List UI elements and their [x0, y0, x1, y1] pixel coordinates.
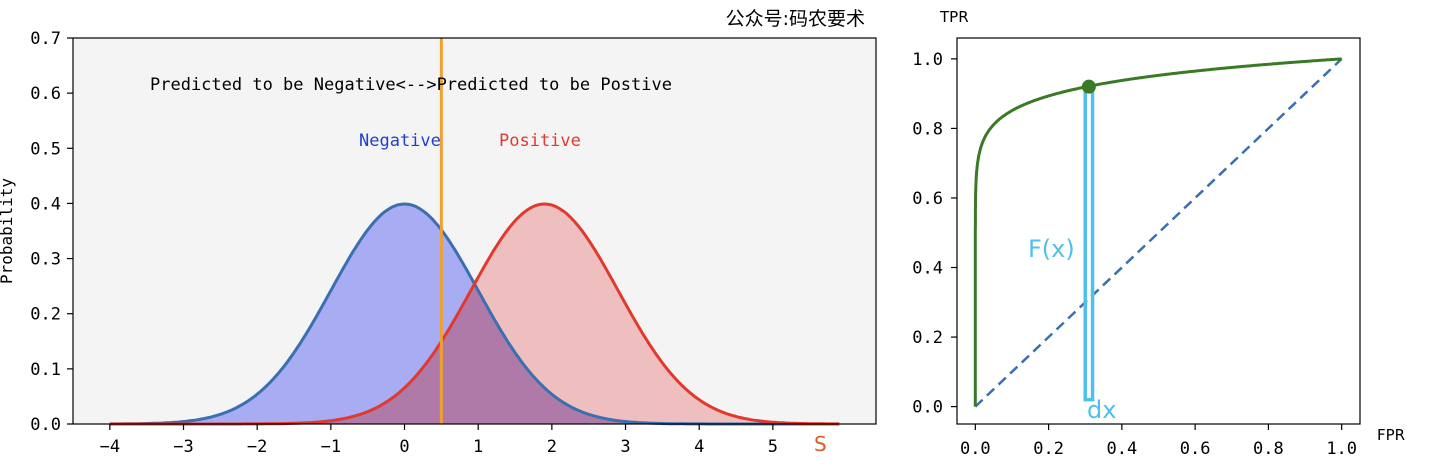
right-y-tick-label: 0.0 — [912, 398, 943, 418]
watermark-text: 公众号:码农要术 — [726, 8, 865, 30]
left-y-tick-label: 0.1 — [30, 360, 61, 380]
legend-negative-label: Negative — [359, 131, 441, 151]
curve-label: F(x) — [1028, 235, 1075, 263]
left-x-tick-label: −1 — [321, 437, 341, 457]
left-plot-frame — [72, 37, 877, 425]
left-x-tick-label: 4 — [694, 437, 704, 457]
left-x-tick-label: −3 — [173, 437, 193, 457]
left-x-tick-label: 0 — [399, 437, 409, 457]
right-y-axis-label: TPR — [939, 8, 969, 26]
right-y-tick-label: 1.0 — [912, 50, 943, 70]
left-y-tick-label: 0.0 — [30, 415, 61, 435]
left-y-tick-label: 0.7 — [30, 29, 61, 49]
right-plot-frame — [956, 37, 1361, 425]
left-y-axis-label: Probability — [0, 178, 16, 284]
diagonal-line — [974, 57, 1343, 408]
left-x-tick-label: 5 — [768, 437, 778, 457]
distribution-chart: −4 −3 −2 −1 0 1 2 3 4 5 0.00.10.20.30.40.50.60.7 … — [0, 29, 877, 457]
left-y-tick-label: 0.5 — [30, 139, 61, 159]
roc-chart: 0.0 0.2 0.4 0.6 0.8 1.0 0.0 0.2 0.4 0.6 0.8 1.0 F(… — [912, 8, 1405, 459]
left-x-tick-label: −2 — [247, 437, 267, 457]
right-x-tick-label: 0.6 — [1180, 439, 1211, 459]
right-y-tick-label: 0.6 — [912, 189, 943, 209]
right-y-tick-label: 0.2 — [912, 328, 943, 348]
right-x-tick-label: 0.4 — [1107, 439, 1138, 459]
series-overlap-area — [109, 283, 840, 424]
left-x-tick-label: 1 — [473, 437, 483, 457]
left-x-axis-label: S — [814, 432, 827, 456]
left-x-tick-label: 3 — [620, 437, 630, 457]
roc-curve — [973, 57, 1342, 407]
left-y-tick-label: 0.3 — [30, 250, 61, 270]
right-y-tick-label: 0.8 — [912, 119, 943, 139]
right-x-tick-label: 0.2 — [1033, 439, 1064, 459]
roc-marked-point — [1081, 79, 1096, 94]
right-x-tick-label: 1.0 — [1326, 439, 1357, 459]
right-plot-background — [957, 38, 1360, 424]
left-y-tick-label: 0.2 — [30, 305, 61, 325]
right-y-tick-label: 0.4 — [912, 259, 943, 279]
right-x-axis-label: FPR — [1377, 426, 1405, 444]
legend-positive-label: Positive — [499, 131, 581, 151]
right-x-tick-label: 0.0 — [960, 439, 991, 459]
left-y-tick-label: 0.4 — [30, 194, 61, 214]
annotation-text: Predicted to be Negative<-->Predicted to… — [150, 75, 672, 95]
right-x-tick-label: 0.8 — [1253, 439, 1284, 459]
strip-label: dx — [1087, 396, 1116, 424]
left-y-tick-label: 0.6 — [30, 84, 61, 104]
left-x-tick-label: 2 — [547, 437, 557, 457]
left-x-tick-label: −4 — [100, 437, 120, 457]
